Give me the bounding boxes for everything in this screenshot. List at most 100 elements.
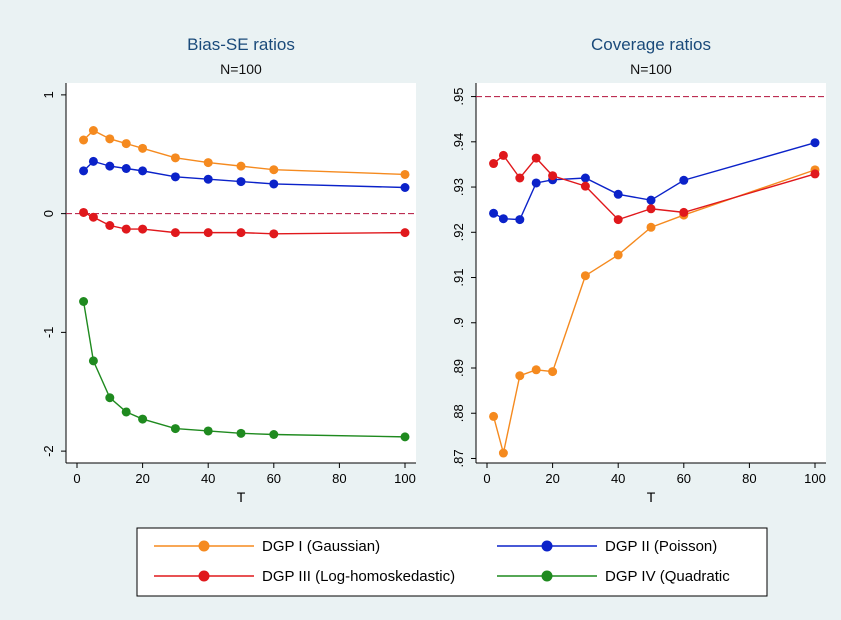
data-point [613, 250, 623, 260]
data-point [646, 195, 656, 205]
chart-title: Coverage ratios [591, 35, 711, 54]
series-layer [476, 96, 826, 458]
data-point [88, 156, 98, 166]
x-tick-label: 40 [201, 471, 215, 486]
data-point [88, 212, 98, 222]
data-point [613, 189, 623, 199]
data-point [498, 214, 508, 224]
x-tick-label: 20 [545, 471, 559, 486]
legend-item-poisson: DGP II (Poisson) [497, 538, 717, 555]
data-point [236, 428, 246, 438]
chart-title: Bias-SE ratios [187, 35, 295, 54]
data-point [548, 171, 558, 181]
data-point [269, 165, 279, 175]
data-point [105, 134, 115, 144]
series-line [493, 154, 816, 221]
data-point [121, 224, 131, 234]
bias-se-panel: Bias-SE ratios N=100 T 0 20 40 60 80 100-2-10… [41, 35, 416, 505]
data-point [105, 393, 115, 403]
legend-item-gaussian: DGP I (Gaussian) [154, 538, 380, 555]
data-point [170, 153, 180, 163]
legend-label: DGP III (Log-homoskedastic) [262, 568, 455, 585]
data-point [121, 139, 131, 149]
data-point [269, 179, 279, 189]
legend-item-quadratic: DGP IV (Quadratic [497, 568, 730, 585]
y-tick-label: .94 [451, 133, 466, 151]
data-point [810, 169, 820, 179]
plot-area [476, 83, 826, 463]
x-tick-label: 0 [73, 471, 80, 486]
data-point [400, 183, 410, 192]
data-point [203, 158, 213, 168]
tick-layer: 0 20 40 60 80 100 -2 -1 0 1 [41, 91, 416, 486]
data-point [236, 177, 246, 187]
x-tick-label: 60 [267, 471, 281, 486]
data-point [269, 430, 279, 439]
data-point [203, 174, 213, 184]
x-tick-label: 0 [483, 471, 490, 486]
data-point [489, 411, 499, 421]
legend-label: DGP II (Poisson) [605, 538, 717, 555]
data-point [203, 228, 213, 238]
y-tick-label: -2 [41, 445, 56, 457]
data-point [88, 126, 98, 135]
data-point [170, 424, 180, 434]
data-point [121, 164, 131, 173]
legend-label: DGP I (Gaussian) [262, 538, 380, 555]
data-point [79, 166, 89, 176]
series-line [83, 129, 406, 176]
legend-swatch-marker [198, 540, 210, 552]
x-tick-label: 60 [677, 471, 691, 486]
data-point [79, 297, 89, 306]
data-point [170, 228, 180, 238]
data-point [679, 207, 689, 217]
data-point [646, 204, 656, 214]
data-point [498, 150, 508, 160]
x-tick-label: 20 [135, 471, 149, 486]
data-point [498, 448, 508, 458]
x-tick-label: 80 [332, 471, 346, 486]
legend-swatch-marker [541, 540, 553, 552]
legend-swatch-marker [198, 570, 210, 582]
data-point [515, 173, 525, 183]
x-axis-label: T [237, 489, 246, 505]
y-tick-label: .92 [451, 223, 466, 241]
series-line [492, 169, 816, 454]
data-point [400, 228, 410, 238]
data-point [580, 181, 590, 191]
coverage-panel: Coverage ratios N=100 T 0 20 40 60 80 100 .87.… [451, 35, 826, 505]
x-tick-label: 40 [611, 471, 625, 486]
x-axis-label: T [647, 489, 656, 505]
data-point [400, 432, 410, 442]
data-point [580, 271, 590, 281]
tick-layer: 0 20 40 60 80 100 .87 .88 .89 .9 .91 .92 .93 .94 .95 [451, 88, 826, 486]
series-line [83, 211, 406, 235]
legend: DGP I (Gaussian) DGP II (Poisson) DGP II… [136, 527, 768, 597]
y-tick-label: .87 [451, 449, 466, 467]
data-point [646, 222, 656, 232]
data-point [236, 161, 246, 171]
y-tick-label: .91 [451, 268, 466, 286]
x-tick-label: 100 [804, 471, 826, 486]
data-point [531, 178, 541, 188]
y-tick-label: .88 [451, 404, 466, 422]
data-point [515, 371, 525, 381]
data-point [138, 143, 148, 153]
y-tick-label: 0 [41, 210, 56, 217]
data-point [105, 161, 115, 171]
chart-subtitle: N=100 [220, 61, 262, 77]
data-point [138, 166, 148, 176]
data-point [79, 135, 89, 145]
data-point [548, 367, 558, 377]
legend-item-log-homoskedastic: DGP III (Log-homoskedastic) [154, 568, 455, 585]
y-tick-label: .95 [451, 88, 466, 106]
x-tick-label: 80 [742, 471, 756, 486]
data-point [531, 365, 541, 375]
data-point [489, 159, 499, 169]
data-point [138, 224, 148, 234]
data-point [613, 215, 623, 225]
data-point [269, 229, 279, 239]
series-line [493, 142, 816, 221]
